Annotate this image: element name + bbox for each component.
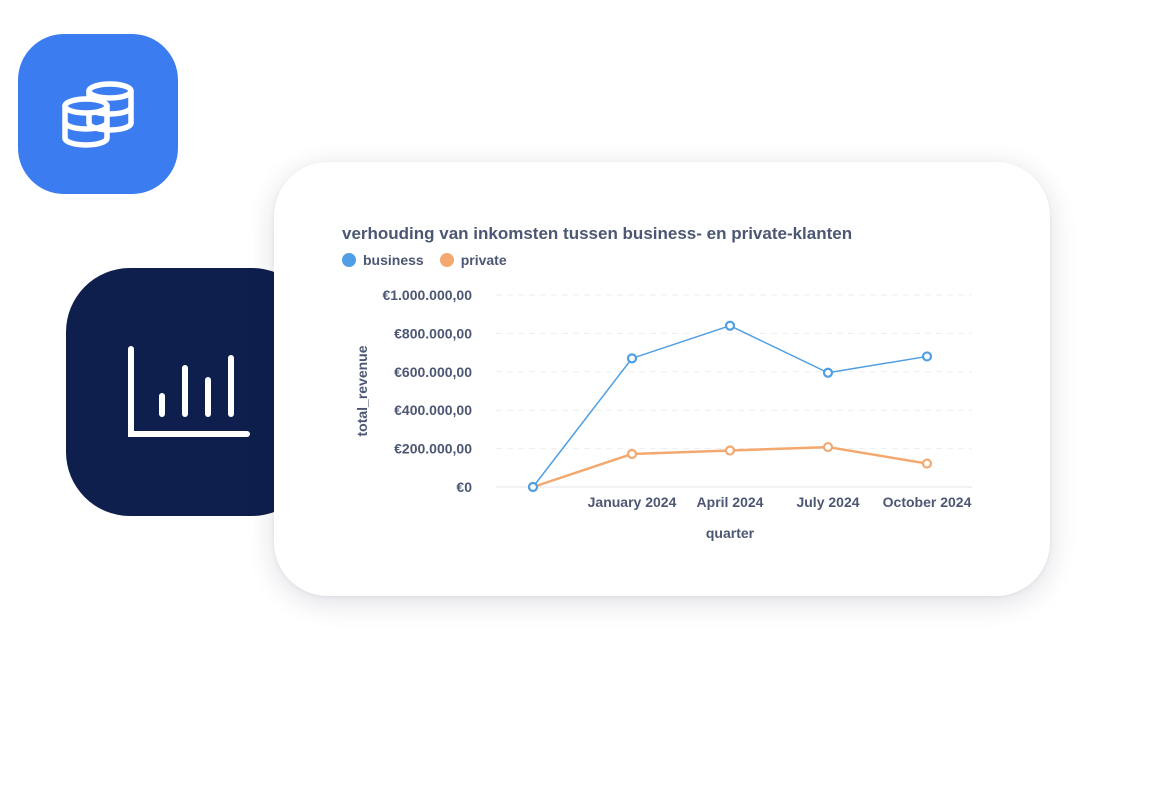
x-tick-label: October 2024 <box>883 494 972 510</box>
x-tick-label: April 2024 <box>697 494 764 510</box>
data-point-business[interactable] <box>626 353 638 364</box>
legend-label-private: private <box>460 252 507 268</box>
y-tick-label: €0 <box>456 479 472 495</box>
bar-chart-icon <box>128 346 250 437</box>
chart-legend: business private <box>342 252 507 268</box>
legend-label-business: business <box>363 252 424 268</box>
legend-item-private[interactable]: private <box>439 252 507 268</box>
line-chart: €0 €200.000,00 €400.000,00 €600.000,00 €800.… <box>354 287 972 541</box>
series-line-business <box>532 324 928 488</box>
data-point-business[interactable] <box>724 320 736 331</box>
y-tick-label: €600.000,00 <box>394 364 472 380</box>
legend-dot-private <box>439 253 454 267</box>
chart-title: verhouding van inkomsten tussen business… <box>342 224 853 243</box>
y-tick-label: €1.000.000,00 <box>382 287 472 303</box>
x-tick-label: January 2024 <box>588 494 677 510</box>
x-axis-label: quarter <box>706 525 755 541</box>
series-layer <box>527 320 933 493</box>
data-point-business[interactable] <box>822 367 834 378</box>
legend-dot-business <box>342 253 356 267</box>
y-tick-label: €400.000,00 <box>394 402 472 418</box>
x-tick-label: July 2024 <box>796 494 859 510</box>
grid-lines <box>496 294 972 488</box>
data-point-private[interactable] <box>626 448 638 460</box>
coins-stack-icon <box>62 81 134 148</box>
y-tick-label: €800.000,00 <box>394 325 472 341</box>
data-point-business[interactable] <box>921 351 933 362</box>
y-tick-label: €200.000,00 <box>394 441 472 457</box>
data-point-private[interactable] <box>724 445 736 456</box>
legend-item-business[interactable]: business <box>342 252 424 268</box>
data-point-private[interactable] <box>921 458 933 469</box>
data-point-private[interactable] <box>822 441 834 453</box>
chart-card: verhouding van inkomsten tussen business… <box>274 162 1050 596</box>
y-axis-ticks: €0 €200.000,00 €400.000,00 €600.000,00 €800.… <box>382 287 472 495</box>
x-axis-ticks: January 2024 April 2024 July 2024 October 2… <box>588 494 972 510</box>
data-point-business[interactable] <box>527 481 539 493</box>
y-axis-label: total_revenue <box>354 345 370 436</box>
database-tile <box>18 34 178 194</box>
